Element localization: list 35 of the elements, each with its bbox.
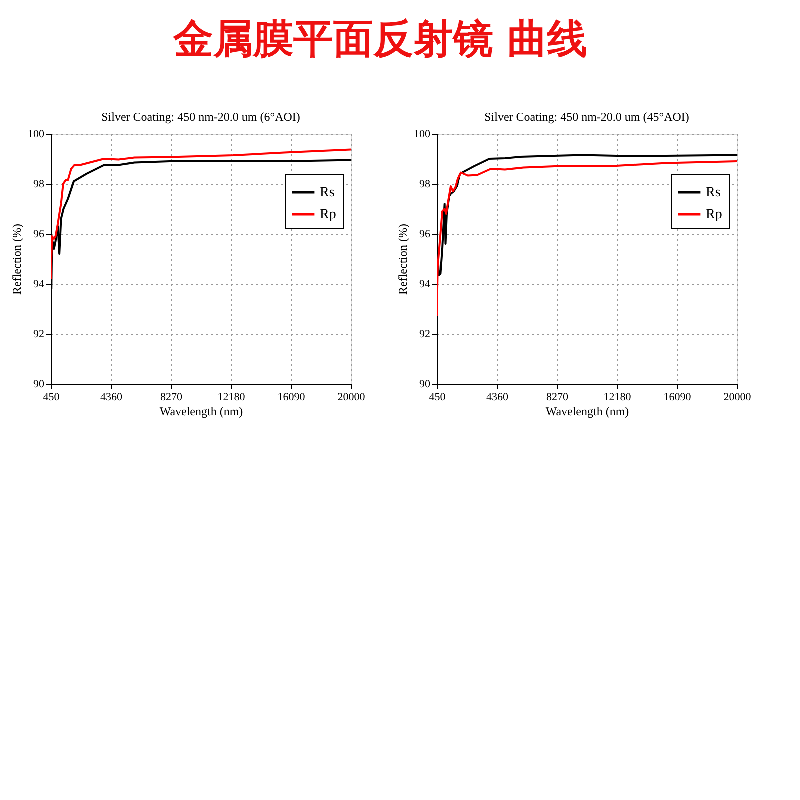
- y-tick-label: 90: [34, 378, 45, 390]
- y-tick-label: 98: [34, 178, 45, 190]
- x-axis-title: Wavelength (nm): [160, 404, 244, 418]
- y-tick-label: 90: [420, 378, 431, 390]
- y-tick-label: 98: [420, 178, 431, 190]
- y-tick-label: 92: [420, 328, 430, 340]
- x-tick-label: 4360: [100, 392, 123, 404]
- x-tick-label: 8270: [546, 392, 569, 404]
- y-tick-label: 92: [34, 328, 44, 340]
- x-tick-label: 16090: [278, 392, 306, 404]
- x-tick-label: 4360: [486, 392, 509, 404]
- x-tick-label: 12180: [604, 392, 632, 404]
- x-tick-label: 20000: [338, 392, 366, 404]
- y-tick-label: 100: [414, 128, 431, 140]
- y-tick-label: 94: [34, 278, 45, 290]
- legend-label: Rs: [320, 186, 335, 200]
- x-tick-label: 20000: [724, 392, 752, 404]
- x-tick-label: 12180: [218, 392, 246, 404]
- y-tick-label: 96: [420, 228, 431, 240]
- text: 金属膜平面反射镜 曲线: [172, 16, 588, 62]
- x-tick-label: 8270: [160, 392, 183, 404]
- chart-title: Silver Coating: 450 nm-20.0 um (45°AOI): [484, 110, 690, 124]
- y-tick-label: 96: [34, 228, 45, 240]
- x-tick-label: 16090: [664, 392, 692, 404]
- x-tick-label: 450: [43, 392, 60, 404]
- chart-title: Silver Coating: 450 nm-20.0 um (6°AOI): [102, 110, 300, 124]
- legend-label: Rp: [320, 208, 336, 222]
- y-axis-title: Reflection (%): [10, 224, 24, 295]
- x-axis-title: Wavelength (nm): [546, 404, 630, 418]
- x-tick-label: 450: [429, 392, 446, 404]
- y-tick-label: 100: [28, 128, 45, 140]
- y-tick-label: 94: [420, 278, 431, 290]
- legend-label: Rs: [706, 186, 721, 200]
- legend-label: Rp: [706, 208, 722, 222]
- y-axis-title: Reflection (%): [396, 224, 410, 295]
